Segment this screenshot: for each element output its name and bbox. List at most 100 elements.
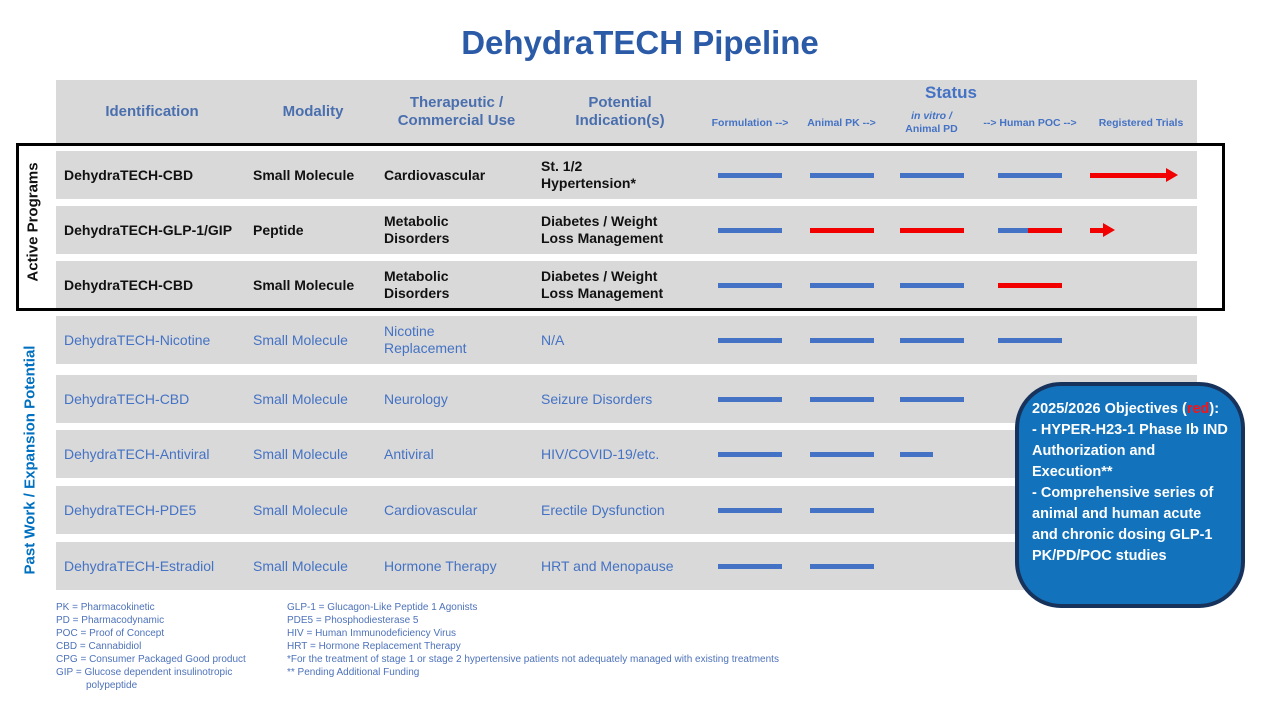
progress-bar bbox=[899, 337, 964, 343]
status-col-invitro-line2: Animal PD bbox=[905, 123, 958, 135]
status-cell bbox=[705, 151, 795, 199]
program-indication: St. 1/2 Hypertension* bbox=[541, 158, 636, 191]
section-label-active-programs: Active Programs bbox=[24, 162, 42, 282]
program-use: Neurology bbox=[384, 390, 448, 407]
progress-bar bbox=[809, 451, 874, 457]
status-bars bbox=[705, 316, 1197, 364]
progress-bar bbox=[998, 227, 1062, 233]
progress-bar bbox=[718, 227, 782, 233]
program-modality: Small Molecule bbox=[253, 557, 348, 574]
status-cell bbox=[1085, 206, 1197, 254]
footnote-line: PDE5 = Phosphodiesterase 5 bbox=[287, 615, 419, 626]
status-cell bbox=[705, 542, 795, 590]
progress-bar bbox=[809, 282, 874, 288]
status-bars bbox=[705, 542, 1197, 590]
pipeline-row-pde5: DehydraTECH-PDE5 Small Molecule Cardiova… bbox=[56, 486, 1197, 534]
status-cell bbox=[975, 206, 1085, 254]
program-indication: Erectile Dysfunction bbox=[541, 501, 665, 518]
status-cell bbox=[975, 151, 1085, 199]
program-use: Metabolic Disorders bbox=[384, 268, 450, 301]
progress-bar bbox=[998, 337, 1062, 343]
footnote-line: polypeptide bbox=[86, 680, 138, 691]
progress-bar bbox=[809, 337, 874, 343]
status-cell bbox=[795, 430, 888, 478]
program-name: DehydraTECH-Nicotine bbox=[64, 331, 211, 348]
status-cell bbox=[888, 430, 975, 478]
program-modality: Peptide bbox=[253, 221, 304, 238]
status-cell bbox=[795, 261, 888, 309]
status-cell bbox=[795, 151, 888, 199]
status-subheaders: Formulation --> Animal PK --> in vitro /… bbox=[705, 103, 1197, 143]
status-cell bbox=[888, 206, 975, 254]
program-indication: HRT and Menopause bbox=[541, 557, 674, 574]
status-col-invitro-line1: in vitro / bbox=[911, 110, 952, 122]
status-cell bbox=[888, 542, 975, 590]
progress-bar bbox=[899, 451, 964, 457]
progress-bar bbox=[718, 507, 782, 513]
progress-bar bbox=[718, 337, 782, 343]
program-name: DehydraTECH-CBD bbox=[64, 276, 194, 293]
pipeline-row-nicotine: DehydraTECH-Nicotine Small Molecule Nico… bbox=[56, 316, 1197, 364]
program-indication: HIV/COVID-19/etc. bbox=[541, 445, 660, 462]
status-cell bbox=[795, 486, 888, 534]
program-indication: Diabetes / Weight Loss Management bbox=[541, 268, 664, 301]
page-title: DehydraTECH Pipeline bbox=[461, 24, 819, 61]
status-bars bbox=[705, 261, 1197, 309]
status-cell bbox=[888, 486, 975, 534]
program-name: DehydraTECH-CBD bbox=[64, 390, 190, 407]
status-cell bbox=[975, 261, 1085, 309]
status-cell bbox=[705, 430, 795, 478]
status-cell bbox=[705, 375, 795, 423]
column-header-potential-indications: Potential Indication(s) bbox=[575, 93, 665, 129]
program-modality: Small Molecule bbox=[253, 276, 355, 293]
program-name: DehydraTECH-PDE5 bbox=[64, 501, 197, 518]
status-cell bbox=[705, 206, 795, 254]
status-cell bbox=[795, 316, 888, 364]
footnote-line: ** Pending Additional Funding bbox=[287, 667, 420, 678]
program-modality: Small Molecule bbox=[253, 331, 348, 348]
progress-bar bbox=[809, 172, 874, 178]
progress-bar bbox=[998, 282, 1062, 288]
status-bars bbox=[705, 486, 1197, 534]
footnote-line: PD = Pharmacodynamic bbox=[56, 615, 165, 626]
active-programs-outline bbox=[16, 143, 1225, 311]
program-use: Antiviral bbox=[384, 445, 434, 462]
footnote-line: CPG = Consumer Packaged Good product bbox=[56, 654, 246, 665]
progress-bar bbox=[809, 227, 874, 233]
program-use: Metabolic Disorders bbox=[384, 213, 450, 246]
status-bars bbox=[705, 430, 1197, 478]
status-cell bbox=[888, 261, 975, 309]
status-bars bbox=[705, 151, 1197, 199]
status-cell bbox=[795, 206, 888, 254]
pipeline-row-estradiol: DehydraTECH-Estradiol Small Molecule Hor… bbox=[56, 542, 1197, 590]
status-bars bbox=[705, 375, 1197, 423]
column-header-identification: Identification bbox=[105, 102, 199, 120]
progress-bar bbox=[899, 172, 964, 178]
status-cell bbox=[705, 486, 795, 534]
footnote-line: *For the treatment of stage 1 or stage 2… bbox=[287, 654, 779, 665]
pipeline-row-cbd-cardio: DehydraTECH-CBD Small Molecule Cardiovas… bbox=[56, 151, 1197, 199]
program-modality: Small Molecule bbox=[253, 445, 348, 462]
footnote-line: GIP = Glucose dependent insulinotropic bbox=[56, 667, 233, 678]
progress-bar bbox=[998, 172, 1062, 178]
status-cell bbox=[888, 375, 975, 423]
column-header-modality: Modality bbox=[282, 102, 344, 120]
footnote-line: HRT = Hormone Replacement Therapy bbox=[287, 641, 461, 652]
status-cell bbox=[705, 316, 795, 364]
status-cell bbox=[888, 151, 975, 199]
status-col-formulation: Formulation --> bbox=[711, 116, 789, 129]
program-indication: Seizure Disorders bbox=[541, 390, 653, 407]
status-cell bbox=[795, 542, 888, 590]
progress-bar bbox=[809, 396, 874, 402]
status-cell bbox=[1085, 151, 1197, 199]
pipeline-row-cbd-metabolic: DehydraTECH-CBD Small Molecule Metabolic… bbox=[56, 261, 1197, 309]
progress-arrow-short bbox=[1090, 223, 1115, 237]
progress-bar bbox=[899, 396, 964, 402]
status-col-registered-trials: Registered Trials bbox=[1098, 116, 1184, 129]
column-header-therapeutic-use: Therapeutic / Commercial Use bbox=[397, 93, 516, 129]
objectives-callout: 2025/2026 Objectives (red): - HYPER-H23-… bbox=[1015, 382, 1245, 608]
footnotes-left: PK = Pharmacokinetic PD = Pharmacodynami… bbox=[56, 601, 246, 692]
progress-bar bbox=[809, 507, 874, 513]
status-bars bbox=[705, 206, 1197, 254]
